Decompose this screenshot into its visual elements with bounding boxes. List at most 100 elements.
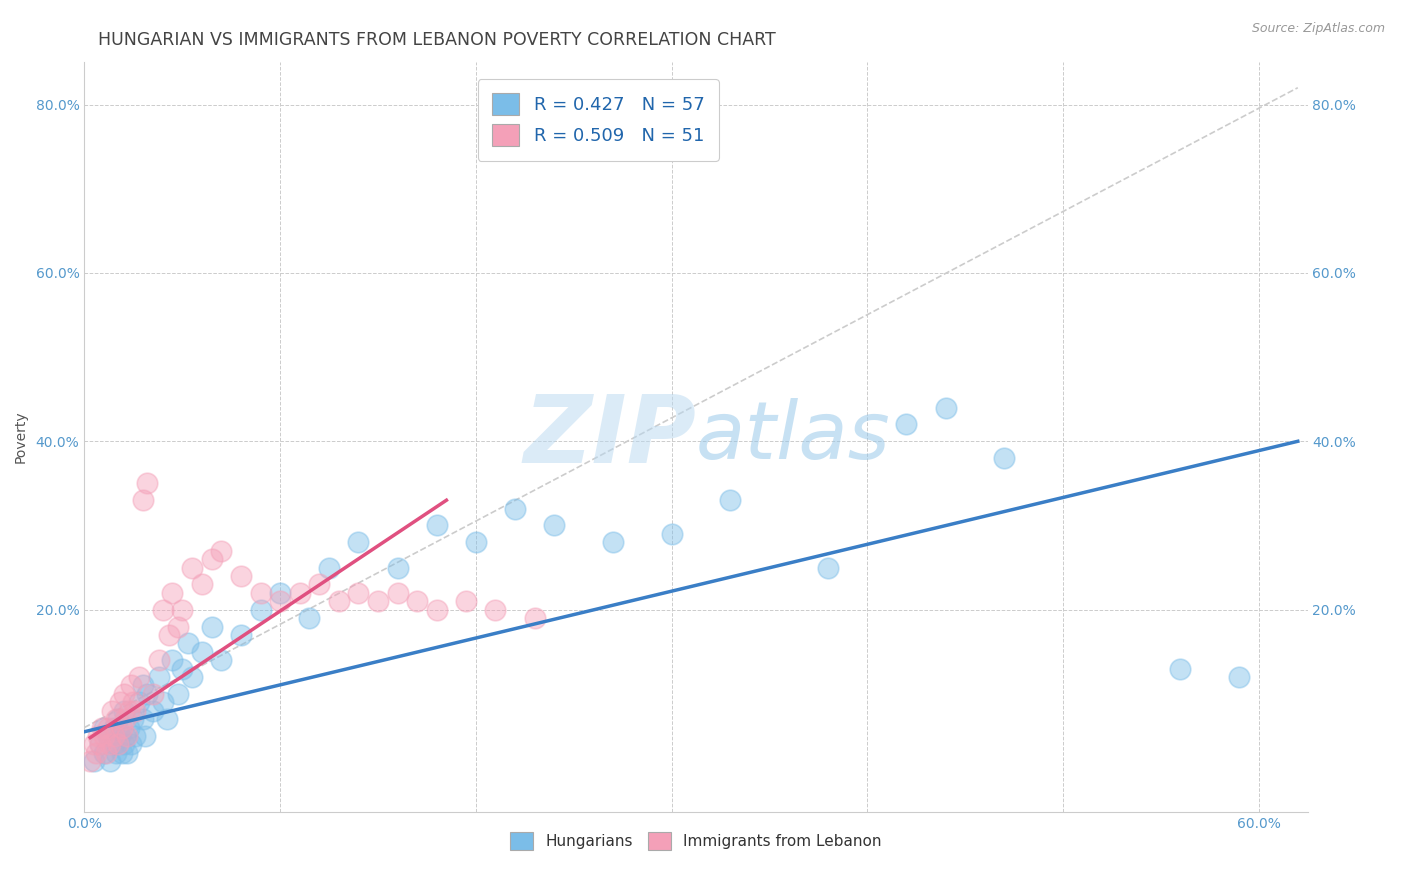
Point [117, 746, 139, 760]
Point [148, 653, 170, 667]
Point [200, 619, 222, 633]
Point [308, 577, 330, 591]
Point [120, 678, 142, 692]
Point [120, 737, 142, 751]
Point [661, 527, 683, 541]
Point [993, 451, 1015, 466]
Point [181, 560, 204, 574]
Point [134, 729, 156, 743]
Point [347, 586, 370, 600]
Point [298, 611, 321, 625]
Point [155, 712, 177, 726]
Point [110, 746, 132, 760]
Point [162, 653, 184, 667]
Point [523, 611, 546, 625]
Point [249, 586, 271, 600]
Point [124, 729, 146, 743]
Point [454, 594, 477, 608]
Point [817, 560, 839, 574]
Point [181, 670, 204, 684]
Point [89, 737, 111, 751]
Text: HUNGARIAN VS IMMIGRANTS FROM LEBANON POVERTY CORRELATION CHART: HUNGARIAN VS IMMIGRANTS FROM LEBANON POV… [98, 31, 776, 49]
Point [84, 746, 107, 760]
Point [367, 594, 389, 608]
Text: ZIP: ZIP [523, 391, 696, 483]
Point [209, 543, 232, 558]
Point [136, 476, 159, 491]
Point [93, 721, 115, 735]
Text: Source: ZipAtlas.com: Source: ZipAtlas.com [1251, 22, 1385, 36]
Point [103, 729, 125, 743]
Point [152, 602, 174, 616]
Point [426, 518, 449, 533]
Point [1170, 662, 1192, 676]
Point [464, 535, 486, 549]
Point [112, 687, 135, 701]
Point [602, 535, 624, 549]
Point [128, 670, 150, 684]
Point [148, 670, 170, 684]
Point [118, 721, 141, 735]
Point [104, 712, 127, 726]
Point [104, 746, 127, 760]
Point [97, 729, 120, 743]
Point [484, 602, 506, 616]
Point [112, 704, 135, 718]
Point [152, 695, 174, 709]
Point [83, 754, 105, 768]
Point [124, 704, 146, 718]
Point [269, 594, 291, 608]
Point [98, 754, 121, 768]
Point [107, 737, 129, 751]
Point [108, 695, 131, 709]
Point [107, 712, 129, 726]
Point [328, 594, 350, 608]
Point [79, 754, 101, 768]
Point [93, 746, 115, 760]
Point [98, 737, 121, 751]
Point [191, 645, 214, 659]
Point [103, 721, 125, 735]
Point [114, 729, 136, 743]
Point [97, 721, 120, 735]
Point [406, 594, 429, 608]
Point [100, 704, 122, 718]
Point [934, 401, 956, 415]
Point [896, 417, 918, 432]
Point [128, 695, 150, 709]
Point [122, 695, 145, 709]
Point [200, 552, 222, 566]
Point [543, 518, 565, 533]
Point [112, 737, 135, 751]
Point [136, 687, 159, 701]
Point [110, 721, 132, 735]
Point [162, 586, 184, 600]
Point [269, 586, 291, 600]
Legend: Hungarians, Immigrants from Lebanon: Hungarians, Immigrants from Lebanon [505, 826, 887, 856]
Point [167, 687, 190, 701]
Y-axis label: Poverty: Poverty [13, 411, 27, 463]
Point [1227, 670, 1250, 684]
Point [229, 569, 252, 583]
Point [172, 662, 194, 676]
Point [142, 704, 165, 718]
Point [157, 628, 180, 642]
Point [167, 619, 190, 633]
Point [94, 746, 117, 760]
Point [503, 501, 526, 516]
Point [172, 602, 194, 616]
Point [229, 628, 252, 642]
Text: atlas: atlas [696, 398, 891, 476]
Point [347, 535, 370, 549]
Point [387, 560, 409, 574]
Point [288, 586, 311, 600]
Point [103, 737, 125, 751]
Point [132, 712, 155, 726]
Point [91, 721, 114, 735]
Point [177, 636, 200, 650]
Point [89, 737, 111, 751]
Point [108, 729, 131, 743]
Point [249, 602, 271, 616]
Point [191, 577, 214, 591]
Point [426, 602, 449, 616]
